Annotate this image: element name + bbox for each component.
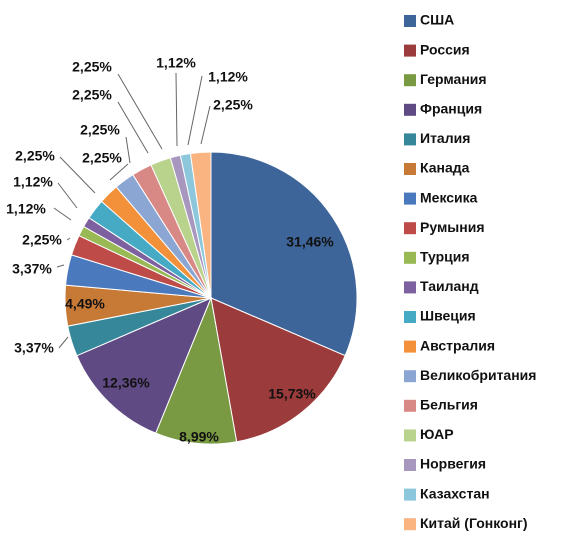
data-label-норвегия: 1,12% <box>156 55 196 71</box>
legend-label-франция: Франция <box>420 101 482 117</box>
legend-label-таиланд: Таиланд <box>420 278 479 294</box>
leader-line-юар <box>117 73 163 150</box>
legend-label-бельгия: Бельгия <box>420 397 478 413</box>
data-label-бельгия: 2,25% <box>72 87 112 103</box>
legend-item-сша: США <box>404 12 454 28</box>
leader-line-мексика <box>56 264 65 268</box>
legend-label-германия: Германия <box>420 71 487 87</box>
legend-swatch-франция <box>404 103 416 116</box>
leader-line-турция <box>53 207 72 221</box>
leader-lines <box>53 72 211 349</box>
legend: США Россия Германия Франция Италия Канада Мекс… <box>404 12 536 531</box>
leader-line-казахстан <box>187 75 203 146</box>
legend-swatch-швеция <box>404 311 416 323</box>
legend-item-китай-гонконг: Китай (Гонконг) <box>404 515 528 531</box>
legend-swatch-бельгия <box>404 399 416 412</box>
legend-label-румыния: Румыния <box>420 219 484 235</box>
legend-item-австралия: Австралия <box>404 337 495 353</box>
legend-label-норвегия: Норвегия <box>420 456 486 472</box>
legend-label-россия: Россия <box>420 41 470 57</box>
legend-label-мексика: Мексика <box>420 189 478 205</box>
data-label-австралия: 2,25% <box>82 150 122 166</box>
leader-line-швеция <box>59 156 96 194</box>
legend-label-италия: Италия <box>420 130 470 146</box>
legend-label-австралия: Австралия <box>420 337 495 353</box>
data-label-великобритания: 2,25% <box>80 122 120 138</box>
data-label-таиланд: 1,12% <box>13 174 53 190</box>
data-label-германия: 8,99% <box>179 429 219 445</box>
data-labels: 31,46% 15,73% 8,99% 12,36% 3,37% 4,49% 3,37% 2,… <box>6 55 334 445</box>
data-label-италия: 3,37% <box>14 340 54 356</box>
legend-label-турция: Турция <box>420 249 470 265</box>
legend-swatch-мексика <box>404 192 416 205</box>
legend-item-казахстан: Казахстан <box>404 485 490 501</box>
legend-label-швеция: Швеция <box>420 308 476 324</box>
legend-swatch-канада <box>404 163 416 175</box>
data-label-казахстан: 1,12% <box>208 69 248 85</box>
leader-line-австралия <box>109 163 129 181</box>
legend-swatch-китай-гонконг <box>404 518 416 531</box>
leader-line-великобритания <box>125 136 131 164</box>
legend-swatch-германия <box>404 74 416 87</box>
legend-label-канада: Канада <box>420 160 470 176</box>
pie-slices <box>64 151 358 445</box>
data-label-румыния: 2,25% <box>22 232 62 248</box>
legend-item-румыния: Румыния <box>404 219 484 235</box>
pie-slice-германия <box>155 296 238 445</box>
legend-item-франция: Франция <box>404 101 482 117</box>
legend-swatch-казахстан <box>404 488 416 501</box>
legend-item-италия: Италия <box>404 130 470 146</box>
legend-swatch-таиланд <box>404 281 416 294</box>
legend-item-великобритания: Великобритания <box>404 367 536 383</box>
legend-swatch-великобритания <box>404 370 416 383</box>
legend-item-германия: Германия <box>404 71 487 87</box>
legend-swatch-италия <box>404 133 416 146</box>
legend-item-турция: Турция <box>404 249 470 265</box>
legend-label-сша: США <box>420 12 454 28</box>
legend-item-таиланд: Таиланд <box>404 278 479 294</box>
legend-label-великобритания: Великобритания <box>420 367 536 383</box>
pie-slice-китай-гонконг <box>189 151 212 299</box>
pie-slice-россия <box>210 297 346 443</box>
legend-swatch-россия <box>404 44 416 57</box>
legend-item-канада: Канада <box>404 160 470 176</box>
legend-item-мексика: Мексика <box>404 189 478 205</box>
leader-line-таиланд <box>57 182 78 209</box>
leader-line-норвегия <box>175 72 178 147</box>
legend-item-россия: Россия <box>404 41 470 57</box>
legend-swatch-норвегия <box>404 459 416 471</box>
legend-label-юар: ЮАР <box>420 426 454 442</box>
legend-swatch-сша <box>404 15 416 27</box>
data-label-турция: 1,12% <box>6 201 46 217</box>
legend-item-швеция: Швеция <box>404 308 476 324</box>
legend-swatch-австралия <box>404 340 416 353</box>
legend-label-казахстан: Казахстан <box>420 485 490 501</box>
leader-line-бельгия <box>117 101 149 154</box>
pie-slice-франция <box>76 297 212 434</box>
data-label-франция: 12,36% <box>102 375 150 391</box>
legend-swatch-юар <box>404 429 416 442</box>
leader-line-китай-гонконг <box>200 105 211 145</box>
data-label-швеция: 2,25% <box>15 148 55 164</box>
legend-item-бельгия: Бельгия <box>404 397 478 413</box>
data-label-сша: 31,46% <box>286 234 334 250</box>
legend-item-норвегия: Норвегия <box>404 456 486 472</box>
legend-label-китай-гонконг: Китай (Гонконг) <box>420 515 528 531</box>
leader-line-румыния <box>66 237 71 241</box>
data-label-юар: 2,25% <box>72 59 112 75</box>
data-label-китай-гонконг: 2,25% <box>213 97 253 113</box>
data-label-россия: 15,73% <box>268 386 316 402</box>
legend-swatch-румыния <box>404 222 416 235</box>
legend-swatch-турция <box>404 251 416 264</box>
leader-line-италия <box>58 336 69 349</box>
legend-item-юар: ЮАР <box>404 426 454 442</box>
data-label-мексика: 3,37% <box>12 261 52 277</box>
data-label-канада: 4,49% <box>65 296 105 312</box>
pie-slice-сша <box>210 151 358 357</box>
